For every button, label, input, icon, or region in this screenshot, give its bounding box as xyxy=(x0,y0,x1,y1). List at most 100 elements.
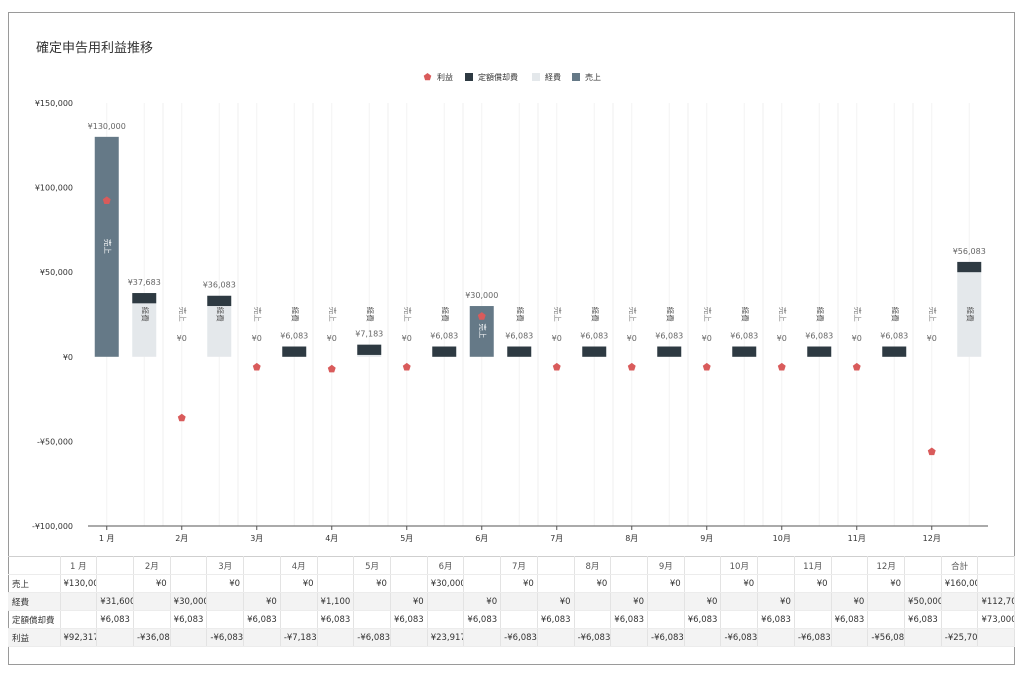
sales-value-label: ¥30,000 xyxy=(465,291,498,300)
expense-bar xyxy=(207,306,232,357)
profit-chart: ¥150,000 ¥100,000 ¥50,000 ¥0 -¥50,000 -¥100,0… xyxy=(32,72,988,543)
table-cell: ¥6,083 xyxy=(684,610,722,629)
table-cell xyxy=(867,610,906,629)
table-header-cell: 3月 xyxy=(206,556,245,575)
table-cell: ¥0 xyxy=(500,574,538,593)
legend-marker xyxy=(532,73,540,81)
table-header-cell xyxy=(537,556,575,575)
legend-marker xyxy=(465,73,473,81)
sales-bar-text: 売上 xyxy=(703,307,713,322)
cost-value-label: ¥6,083 xyxy=(880,332,908,341)
chart-title: 確定申告用利益推移 xyxy=(36,41,154,56)
sales-value-label: ¥0 xyxy=(327,334,337,343)
table-cell: ¥6,083 xyxy=(317,610,355,629)
table-cell: -¥56,083 xyxy=(867,628,906,647)
table-cell: ¥6,083 xyxy=(831,610,869,629)
table-cell: ¥0 xyxy=(463,592,502,611)
table-cell: ¥31,600 xyxy=(96,592,134,611)
table-header-cell xyxy=(831,556,869,575)
table-cell xyxy=(206,610,245,629)
y-tick-label: ¥50,000 xyxy=(40,268,73,277)
table-cell: ¥73,000 xyxy=(977,610,1016,629)
table-cell xyxy=(206,592,245,611)
table-cell xyxy=(427,610,465,629)
table-cell: ¥6,083 xyxy=(170,610,208,629)
cost-value-label: ¥36,083 xyxy=(203,281,236,290)
profit-marker xyxy=(102,196,111,204)
table-cell xyxy=(720,592,759,611)
table-cell xyxy=(96,574,134,593)
x-tick-label: 12月 xyxy=(923,534,941,543)
table-header-cell: 11月 xyxy=(794,556,832,575)
table-cell xyxy=(867,592,906,611)
table-cell: -¥6,083 xyxy=(794,628,832,647)
table-cell: ¥6,083 xyxy=(243,610,281,629)
table-header-cell xyxy=(96,556,134,575)
table-header-cell xyxy=(757,556,795,575)
table-header-cell xyxy=(977,556,1016,575)
x-tick-label: 8月 xyxy=(625,534,638,543)
sales-bar-text: 売上 xyxy=(178,307,188,322)
sales-value-label: ¥0 xyxy=(627,334,637,343)
sales-value-label: ¥0 xyxy=(852,334,862,343)
table-cell: ¥50,000 xyxy=(904,592,942,611)
y-tick-label: ¥150,000 xyxy=(35,99,73,108)
table-header-cell: 4月 xyxy=(280,556,318,575)
sales-value-label: ¥0 xyxy=(552,334,562,343)
cost-value-label: ¥6,083 xyxy=(805,332,833,341)
sales-value-label: ¥0 xyxy=(777,334,787,343)
legend-label: 利益 xyxy=(437,72,453,82)
table-header-cell: 5月 xyxy=(353,556,391,575)
expense-bar-text: 経費 xyxy=(440,307,450,322)
profit-marker xyxy=(177,413,186,422)
table-cell xyxy=(170,628,208,647)
cost-value-label: ¥7,183 xyxy=(355,330,383,339)
table-cell xyxy=(684,574,722,593)
expense-bar xyxy=(957,272,982,357)
data-table: 1 月 2月 3月 4月 5月 6月 7月 8月 9月 10月 11月 12月 合計売上¥130,000… xyxy=(8,556,1016,647)
table-cell xyxy=(170,574,208,593)
x-tick-label: 1 月 xyxy=(99,534,115,543)
table-cell xyxy=(610,628,648,647)
sales-bar-text: 売上 xyxy=(553,307,563,322)
table-cell xyxy=(941,610,979,629)
x-tick-label: 10月 xyxy=(773,534,791,543)
table-cell: ¥30,000 xyxy=(427,574,465,593)
expense-bar xyxy=(132,303,157,357)
table-cell: ¥0 xyxy=(133,574,171,593)
table-cell xyxy=(500,610,538,629)
profit-marker xyxy=(252,362,261,371)
table-cell xyxy=(60,592,98,611)
table-header-cell: 10月 xyxy=(720,556,759,575)
row-label: 定額償却費 xyxy=(8,610,61,629)
x-tick-label: 9月 xyxy=(700,534,713,543)
table-cell xyxy=(647,592,685,611)
row-label: 経費 xyxy=(8,592,61,611)
table-cell xyxy=(794,610,832,629)
table-cell: -¥7,183 xyxy=(280,628,318,647)
table-cell xyxy=(904,574,942,593)
x-tick-label: 11月 xyxy=(848,534,866,543)
table-cell xyxy=(353,610,391,629)
table-cell xyxy=(757,574,795,593)
table-cell xyxy=(831,574,869,593)
table-cell: ¥160,000 xyxy=(941,574,979,593)
sales-bar-text: 売上 xyxy=(328,307,338,322)
sales-bar-text: 売上 xyxy=(253,307,263,322)
y-tick-label: -¥100,000 xyxy=(32,522,73,531)
table-header-cell: 9月 xyxy=(647,556,685,575)
table-cell xyxy=(390,574,428,593)
y-tick-label: ¥0 xyxy=(63,353,73,362)
expense-bar-text: 経費 xyxy=(365,307,375,322)
depreciation-bar xyxy=(957,261,982,273)
profit-marker xyxy=(777,362,786,371)
profit-marker xyxy=(927,447,936,456)
table-row: 定額償却費 ¥6,083 ¥6,083 ¥6,083 ¥6,083 ¥6,083 ¥6,08… xyxy=(8,610,1016,629)
table-cell: ¥1,100 xyxy=(317,592,355,611)
profit-marker xyxy=(477,312,486,320)
table-cell xyxy=(390,628,428,647)
legend-marker xyxy=(572,73,580,81)
expense-bar-text: 経費 xyxy=(890,307,900,322)
cost-value-label: ¥6,083 xyxy=(505,332,533,341)
expense-bar-text: 経費 xyxy=(590,307,600,322)
